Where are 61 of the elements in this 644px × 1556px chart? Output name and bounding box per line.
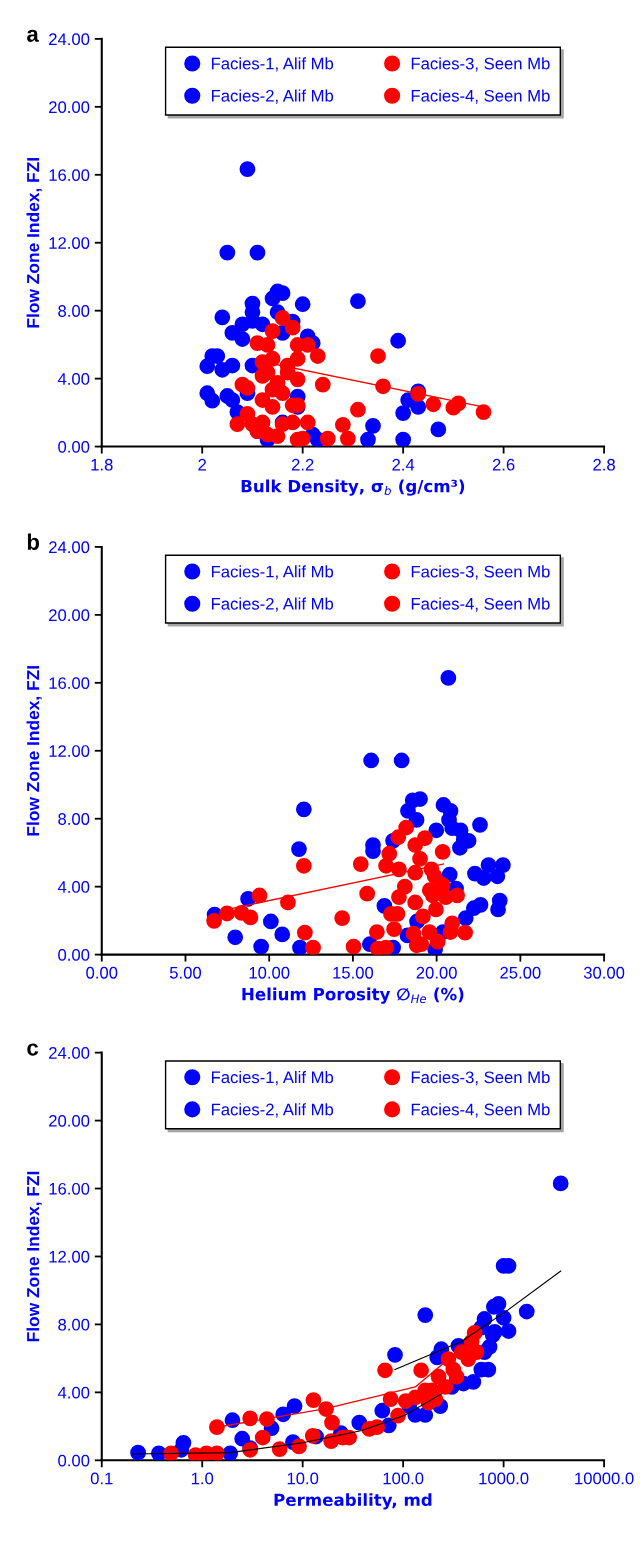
y-tick-label: 0.00 <box>58 440 90 453</box>
x-axis-title: Permeability, md <box>274 1493 432 1510</box>
y-tick-label: 12.00 <box>49 237 90 249</box>
x-tick-label: 10.00 <box>249 966 290 979</box>
chart-title: a <box>27 29 39 42</box>
x-tick-label: 1000.0 <box>479 1472 529 1485</box>
x-tick-label: 10.0 <box>287 1472 319 1485</box>
x-tick-label: 10000.0 <box>575 1472 634 1485</box>
x-axis-title: Helium Porosity ∅$_{He}$ (%) <box>242 987 464 1004</box>
legend-label: Facies-2, Alif Mb <box>211 1103 334 1118</box>
y-tick-label: 20.00 <box>49 609 90 622</box>
y-tick-label: 20.00 <box>49 101 90 114</box>
y-tick-label: 0.00 <box>58 1454 90 1467</box>
y-tick-label: 4.00 <box>57 1386 90 1399</box>
y-tick-label: 20.00 <box>49 1114 90 1127</box>
x-tick-label: 15.00 <box>333 966 374 979</box>
legend-label: Facies-3, Seen Mb <box>411 1070 550 1086</box>
y-tick-label: 24.00 <box>49 33 90 46</box>
legend-label: Facies-4, Seen Mb <box>411 1103 550 1118</box>
x-tick-label: 2.4 <box>392 458 415 471</box>
y-tick-label: 8.00 <box>58 305 90 317</box>
legend-label: Facies-2, Alif Mb <box>211 597 334 612</box>
x-tick-label: 100.0 <box>383 1472 424 1485</box>
legend-label: Facies-3, Seen Mb <box>411 57 550 72</box>
legend-label: Facies-4, Seen Mb <box>411 597 550 612</box>
y-tick-label: 8.00 <box>58 1318 90 1331</box>
legend-label: Facies-1, Alif Mb <box>211 1070 334 1086</box>
y-tick-label: 12.00 <box>49 1250 90 1263</box>
y-tick-label: 24.00 <box>49 1047 90 1059</box>
x-tick-label: 0.1 <box>90 1472 113 1485</box>
y-axis-title: Flow Zone Index, FZI <box>26 158 42 328</box>
y-tick-label: 12.00 <box>49 745 90 757</box>
x-tick-label: 30.00 <box>583 966 625 979</box>
legend-label: Facies-2, Alif Mb <box>211 89 334 104</box>
legend-label: Facies-4, Seen Mb <box>411 89 550 104</box>
chart-title: c <box>27 1043 39 1056</box>
x-axis-title: Bulk Density, σ$_{b}$ (g/cm³) <box>241 479 465 496</box>
x-tick-label: 0.00 <box>86 966 118 979</box>
x-tick-label: 20.00 <box>416 966 457 979</box>
x-tick-label: 2 <box>198 458 207 471</box>
y-tick-label: 16.00 <box>49 677 90 690</box>
y-axis-title: Flow Zone Index, FZI <box>26 1171 42 1342</box>
legend-label: Facies-1, Alif Mb <box>211 565 334 580</box>
x-tick-label: 2.8 <box>593 458 615 471</box>
y-tick-label: 16.00 <box>49 169 90 181</box>
x-tick-label: 1.0 <box>191 1472 214 1485</box>
y-tick-label: 24.00 <box>49 541 90 554</box>
legend-label: Facies-1, Alif Mb <box>211 57 334 72</box>
y-tick-label: 8.00 <box>58 813 90 825</box>
y-tick-label: 4.00 <box>57 373 90 385</box>
x-tick-label: 2.2 <box>291 458 314 471</box>
y-tick-label: 4.00 <box>57 881 90 893</box>
chart-title: b <box>27 533 40 550</box>
y-tick-label: 0.00 <box>58 949 90 961</box>
x-tick-label: 5.00 <box>169 966 202 979</box>
y-tick-label: 16.00 <box>49 1182 90 1195</box>
x-tick-label: 25.00 <box>500 966 541 979</box>
legend-label: Facies-3, Seen Mb <box>411 565 550 580</box>
x-tick-label: 2.6 <box>492 458 515 471</box>
y-axis-title: Flow Zone Index, FZI <box>26 666 42 836</box>
x-tick-label: 1.8 <box>91 458 113 471</box>
